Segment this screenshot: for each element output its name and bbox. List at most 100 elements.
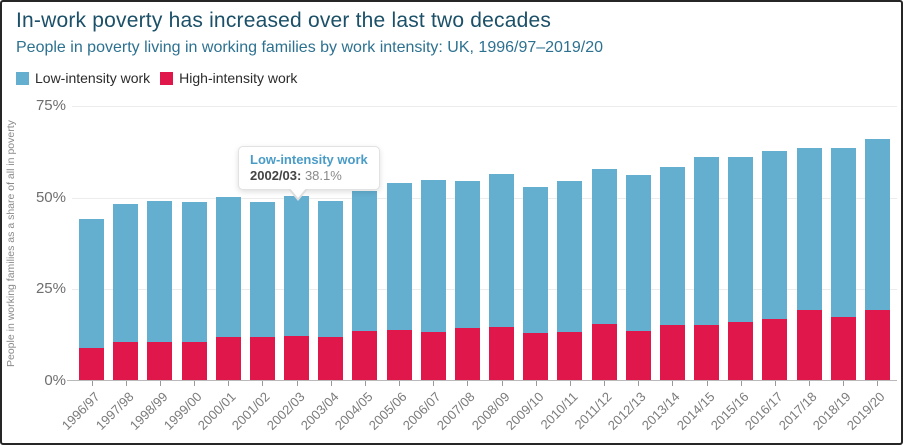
bar-segment-high-intensity[interactable] [625, 330, 651, 380]
bar-segment-low-intensity[interactable] [386, 183, 412, 330]
tooltip-series-name: Low-intensity work [250, 152, 368, 167]
bar-segment-high-intensity[interactable] [420, 332, 446, 380]
tooltip: Low-intensity work 2002/03: 38.1% [238, 146, 380, 201]
bar-segment-high-intensity[interactable] [113, 341, 139, 380]
bar-segment-low-intensity[interactable] [113, 203, 139, 342]
x-tick-mark [877, 381, 879, 386]
bar-segment-high-intensity[interactable] [728, 322, 754, 380]
bar-segment-high-intensity[interactable] [284, 336, 310, 380]
bar-segment-high-intensity[interactable] [762, 318, 788, 380]
bar-segment-high-intensity[interactable] [386, 329, 412, 380]
bar-group: 2011/12 [572, 169, 617, 432]
x-tick-mark [194, 381, 196, 386]
bar-group: 2005/06 [366, 183, 412, 433]
x-tick-mark [467, 381, 469, 386]
bar-segment-low-intensity[interactable] [147, 200, 173, 342]
bar-segment-low-intensity[interactable] [420, 180, 446, 333]
y-tick-label: 25% [35, 280, 66, 298]
bar-segment-high-intensity[interactable] [147, 341, 173, 380]
bar-segment-low-intensity[interactable] [557, 180, 583, 332]
bar-segment-low-intensity[interactable] [249, 201, 275, 338]
bar-group: 2000/01 [195, 196, 241, 433]
y-tick-label: 0% [44, 372, 66, 389]
bar-segment-high-intensity[interactable] [249, 337, 275, 380]
bar-segment-high-intensity[interactable] [318, 337, 344, 380]
x-tick-mark [330, 381, 332, 386]
x-tick-mark [604, 381, 606, 386]
bar-segment-high-intensity[interactable] [181, 341, 207, 380]
tooltip-category: 2002/03: [250, 168, 302, 183]
bar-group: 2010/11 [537, 180, 583, 432]
x-tick-mark [672, 381, 674, 386]
x-tick-mark [638, 381, 640, 386]
bar-segment-low-intensity[interactable] [454, 180, 480, 328]
x-tick-mark [159, 381, 161, 386]
y-axis-title: People in working families as a share of… [5, 120, 17, 367]
bar-group: 2007/08 [434, 180, 480, 433]
gridline [72, 197, 897, 199]
bar-segment-low-intensity[interactable] [864, 138, 890, 311]
bar-segment-low-intensity[interactable] [762, 150, 788, 319]
bar-segment-high-intensity[interactable] [864, 310, 890, 380]
bar-segment-high-intensity[interactable] [352, 331, 378, 380]
bar-segment-low-intensity[interactable] [694, 156, 720, 326]
bar-segment-low-intensity[interactable] [523, 186, 549, 333]
x-tick-label: 2014/15 [673, 389, 718, 433]
bar-segment-low-intensity[interactable] [659, 167, 685, 325]
bar-group: 2015/16 [708, 157, 754, 433]
bar-segment-low-intensity[interactable] [215, 196, 241, 337]
bar-group: 2009/10 [503, 186, 549, 433]
tooltip-value: 38.1% [304, 168, 342, 183]
bar-group: 1998/99 [127, 200, 173, 433]
bar-segment-low-intensity[interactable] [352, 191, 378, 332]
x-tick-label: 2007/08 [434, 389, 478, 433]
legend-item-high-intensity[interactable]: High-intensity work [160, 70, 297, 86]
bar-segment-low-intensity[interactable] [796, 147, 822, 311]
bar-segment-high-intensity[interactable] [489, 326, 515, 380]
bar-segment-low-intensity[interactable] [830, 147, 856, 317]
x-tick-mark [433, 381, 435, 386]
legend-item-low-intensity[interactable]: Low-intensity work [16, 70, 150, 86]
bar-group: 2014/15 [673, 156, 720, 433]
bar-group: 2006/07 [400, 180, 446, 433]
bar-segment-low-intensity[interactable] [489, 174, 515, 327]
bar-segment-high-intensity[interactable] [557, 331, 583, 380]
bar-group: 2001/02 [229, 201, 275, 433]
bars-container: 1996/97 1997/98 1998/99 1999/00 2000/01 2001/… [58, 106, 897, 433]
x-tick-mark [809, 381, 811, 386]
bar-segment-low-intensity[interactable] [318, 201, 344, 338]
chart-title: In-work poverty has increased over the l… [16, 9, 552, 32]
x-tick-mark [125, 381, 127, 386]
bar-group: 2003/04 [297, 201, 344, 433]
bar-segment-high-intensity[interactable] [694, 325, 720, 380]
x-tick-mark [91, 381, 93, 386]
y-tick-label: 75% [35, 97, 66, 114]
bar-group: 2008/09 [468, 174, 515, 433]
bar-segment-low-intensity[interactable] [181, 202, 207, 342]
bar-group: 2019/20 [844, 138, 890, 433]
bar-group: 2012/13 [605, 175, 651, 433]
bar-segment-high-intensity[interactable] [523, 332, 549, 380]
bar-segment-low-intensity[interactable] [591, 169, 617, 324]
bar-segment-high-intensity[interactable] [591, 323, 617, 380]
bar-segment-high-intensity[interactable] [215, 336, 241, 380]
x-tick-label: 2019/20 [844, 389, 889, 433]
bar-segment-low-intensity[interactable] [284, 196, 310, 336]
gridline [72, 289, 897, 291]
bar-group: 2013/14 [639, 167, 685, 433]
bar-segment-high-intensity[interactable] [830, 316, 856, 380]
bar-segment-low-intensity[interactable] [728, 157, 754, 323]
x-tick-label: 1996/97 [58, 389, 103, 433]
legend-label-high-intensity: High-intensity work [179, 70, 298, 86]
x-tick-mark [399, 381, 401, 386]
bar-segment-low-intensity[interactable] [625, 175, 651, 331]
bar-segment-high-intensity[interactable] [659, 324, 685, 380]
x-tick-mark [228, 381, 230, 386]
bar-segment-high-intensity[interactable] [79, 348, 104, 380]
bar-segment-high-intensity[interactable] [454, 327, 480, 380]
bar-segment-low-intensity[interactable] [79, 219, 104, 349]
x-tick-mark [843, 381, 845, 386]
bar-segment-high-intensity[interactable] [796, 310, 822, 380]
x-tick-mark [774, 381, 776, 386]
